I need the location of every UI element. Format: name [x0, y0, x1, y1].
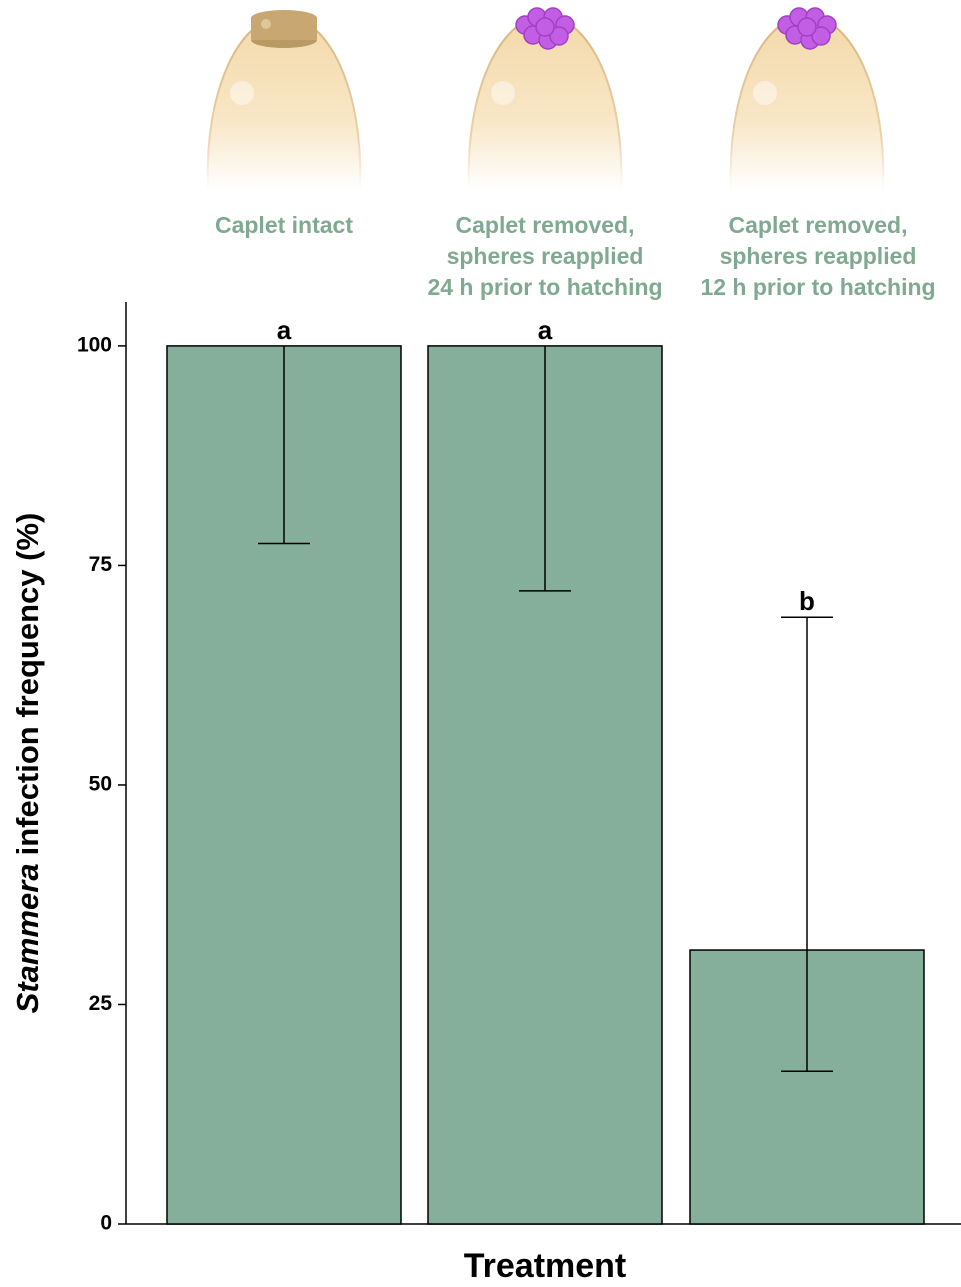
y-tick-label: 50	[89, 772, 112, 795]
page: 0 25 50 75 100 a a b Treatment Stammera infection …	[0, 0, 961, 1287]
y-tick-label: 0	[100, 1212, 112, 1235]
category-label: Caplet removed, spheres reapplied 24 h p…	[395, 210, 695, 303]
y-axis-label-part: infection frequency (%)	[10, 513, 45, 856]
y-tick-label: 25	[89, 992, 113, 1015]
y-tick-label: 75	[89, 553, 113, 576]
egg-illustration	[731, 8, 884, 190]
y-tick-label: 100	[77, 333, 112, 356]
y-axis-label-part: Stammera	[10, 863, 45, 1013]
egg-illustration	[469, 8, 622, 190]
annotation: a	[277, 315, 292, 345]
annotation: b	[799, 586, 815, 616]
category-label: Caplet intact	[134, 210, 434, 241]
x-axis-label: Treatment	[464, 1247, 627, 1285]
category-label: Caplet removed, spheres reapplied 12 h p…	[668, 210, 961, 303]
annotation: a	[538, 315, 553, 345]
chart: 0 25 50 75 100 a a b Treatment Stammera infection …	[0, 0, 961, 1287]
egg-illustration	[208, 10, 361, 190]
y-axis-label: Stammera infection frequency (%)	[10, 513, 45, 1014]
